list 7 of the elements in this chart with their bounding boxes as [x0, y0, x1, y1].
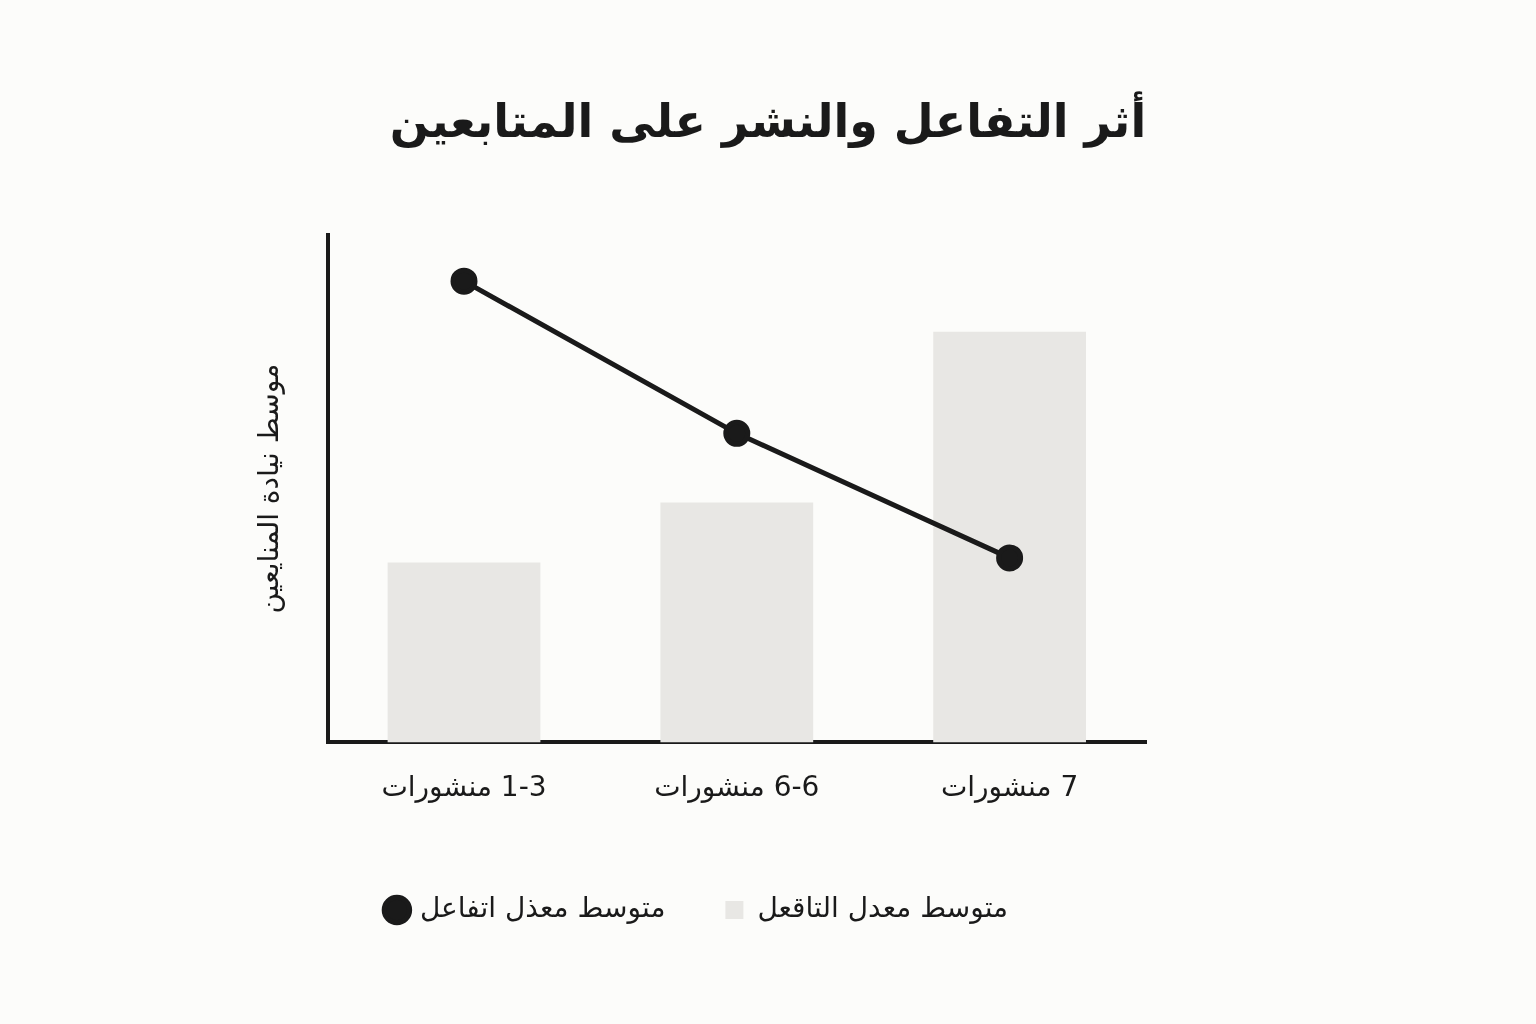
- x-tick-label: 6-6 منشورات: [654, 770, 820, 804]
- legend-label: متوسط معذل اتفاعل: [419, 891, 666, 925]
- x-tick-label: 1-3 منشورات: [381, 770, 547, 804]
- x-tick-label: 7 منشورات: [940, 770, 1079, 804]
- chart-title: أثر التفاعل والنشر على المتابعين: [389, 90, 1147, 148]
- y-axis-title: موسط نيادة المنايعين: [252, 363, 286, 614]
- legend-label: متوسط معدل التاقعل: [757, 891, 1009, 925]
